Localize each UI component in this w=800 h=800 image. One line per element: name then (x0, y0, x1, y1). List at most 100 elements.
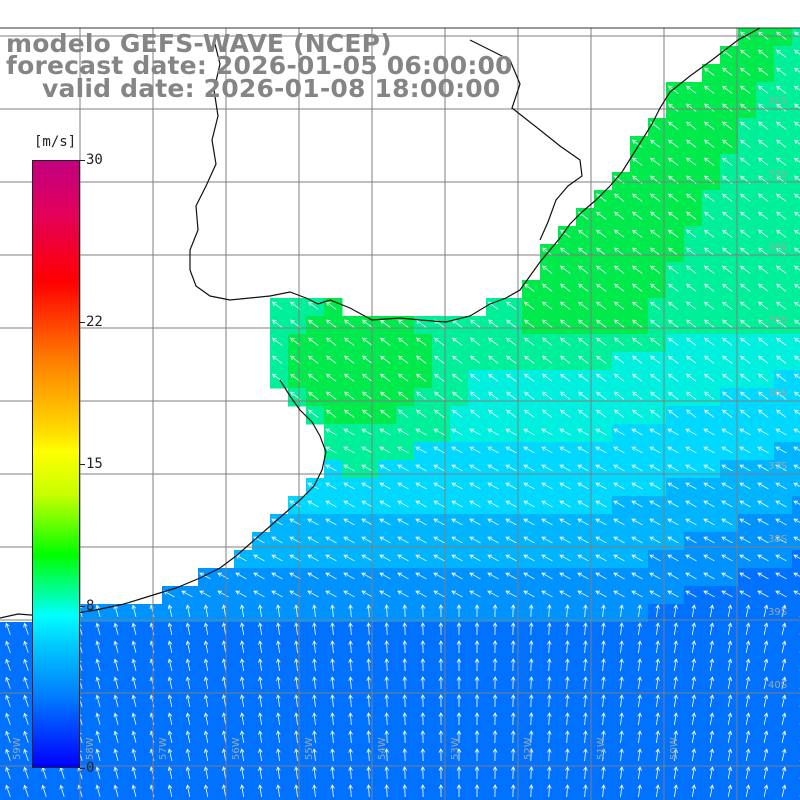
wind-arrow (559, 265, 571, 274)
wind-arrow (775, 428, 787, 436)
wind-arrow (793, 103, 800, 109)
wind-speed-cell (126, 784, 145, 800)
wind-arrow (397, 572, 409, 580)
wind-arrow (469, 464, 481, 472)
wind-arrow (613, 391, 625, 400)
wind-arrow (505, 590, 517, 598)
wind-arrow (167, 784, 173, 797)
wind-arrow (613, 428, 625, 436)
wind-arrow (565, 640, 570, 654)
wind-arrow (601, 766, 606, 780)
wind-arrow (541, 409, 553, 418)
wind-arrow (595, 536, 607, 544)
wind-arrow (631, 536, 643, 544)
wind-arrow (451, 409, 463, 418)
wind-arrow (330, 712, 335, 726)
wind-arrow (325, 554, 337, 562)
wind-arrow (793, 337, 800, 343)
wind-arrow (384, 730, 389, 744)
wind-arrow (505, 572, 517, 580)
wind-arrow (649, 157, 661, 166)
wind-arrow (474, 658, 480, 672)
wind-arrow (239, 784, 245, 798)
colorbar-units: [m/s] (34, 134, 77, 150)
wind-arrow (343, 572, 355, 580)
wind-arrow (685, 500, 697, 508)
wind-arrow (505, 482, 517, 490)
wind-arrow (239, 658, 245, 672)
wind-arrow (667, 157, 679, 166)
wind-arrow (775, 67, 787, 76)
wind-arrow (492, 658, 498, 672)
longitude-label: 59W (12, 737, 23, 760)
wind-arrow (739, 409, 751, 418)
wind-arrow (793, 319, 800, 325)
wind-arrow (402, 784, 408, 798)
wind-arrow (601, 604, 606, 618)
wind-arrow (637, 748, 642, 762)
wind-arrow (167, 766, 173, 779)
wind-arrow (781, 730, 787, 743)
wind-arrow (667, 464, 679, 472)
wind-arrow (384, 622, 389, 636)
wind-arrow (523, 355, 535, 364)
wind-arrow (613, 446, 625, 454)
wind-arrow (703, 482, 715, 490)
wind-arrow (343, 337, 355, 346)
wind-arrow (775, 482, 787, 490)
wind-arrow (667, 139, 679, 148)
wind-arrow (294, 604, 299, 618)
wind-arrow (739, 283, 751, 292)
wind-arrow (474, 730, 480, 744)
wind-speed-cell (792, 226, 800, 245)
wind-arrow (745, 676, 751, 689)
wind-arrow (739, 446, 751, 454)
wind-arrow (438, 748, 444, 762)
wind-arrow (739, 67, 751, 76)
wind-speed-cell (792, 460, 800, 479)
wind-arrow (433, 409, 445, 418)
wind-arrow (667, 193, 679, 202)
wind-arrow (721, 49, 733, 58)
wind-arrow (577, 319, 589, 328)
wind-arrow (217, 572, 229, 580)
wind-arrow (613, 229, 625, 238)
wind-arrow (492, 766, 498, 780)
wind-arrow (185, 622, 191, 635)
wind-arrow (415, 572, 427, 580)
wind-arrow (685, 446, 697, 454)
wind-arrow (613, 265, 625, 274)
wind-speed-cell (792, 154, 800, 173)
wind-arrow (95, 676, 101, 689)
wind-arrow (577, 355, 589, 364)
wind-arrow (5, 622, 11, 635)
wind-arrow (505, 428, 517, 436)
wind-arrow (325, 446, 337, 454)
wind-arrow (703, 446, 715, 454)
wind-arrow (691, 784, 697, 798)
wind-arrow (469, 536, 481, 544)
wind-arrow (709, 730, 715, 744)
wind-speed-cell (792, 118, 800, 137)
wind-arrow (294, 694, 299, 708)
wind-arrow (763, 694, 769, 707)
wind-arrow (451, 518, 463, 526)
wind-arrow (757, 373, 769, 382)
wind-arrow (185, 712, 191, 725)
wind-arrow (649, 482, 661, 490)
wind-arrow (469, 590, 481, 598)
wind-arrow (703, 373, 715, 382)
wind-speed-cell (792, 82, 800, 101)
wind-arrow (276, 640, 281, 654)
wind-arrow (258, 784, 263, 798)
latitude-label: 36S (768, 388, 787, 399)
wind-arrow (631, 139, 643, 148)
wind-arrow (595, 518, 607, 526)
wind-arrow (655, 676, 660, 690)
wind-arrow (402, 622, 408, 636)
wind-arrow (541, 283, 553, 292)
wind-arrow (221, 730, 227, 744)
wind-arrow (361, 518, 373, 526)
wind-speed-cell (792, 730, 800, 749)
wind-arrow (685, 319, 697, 328)
